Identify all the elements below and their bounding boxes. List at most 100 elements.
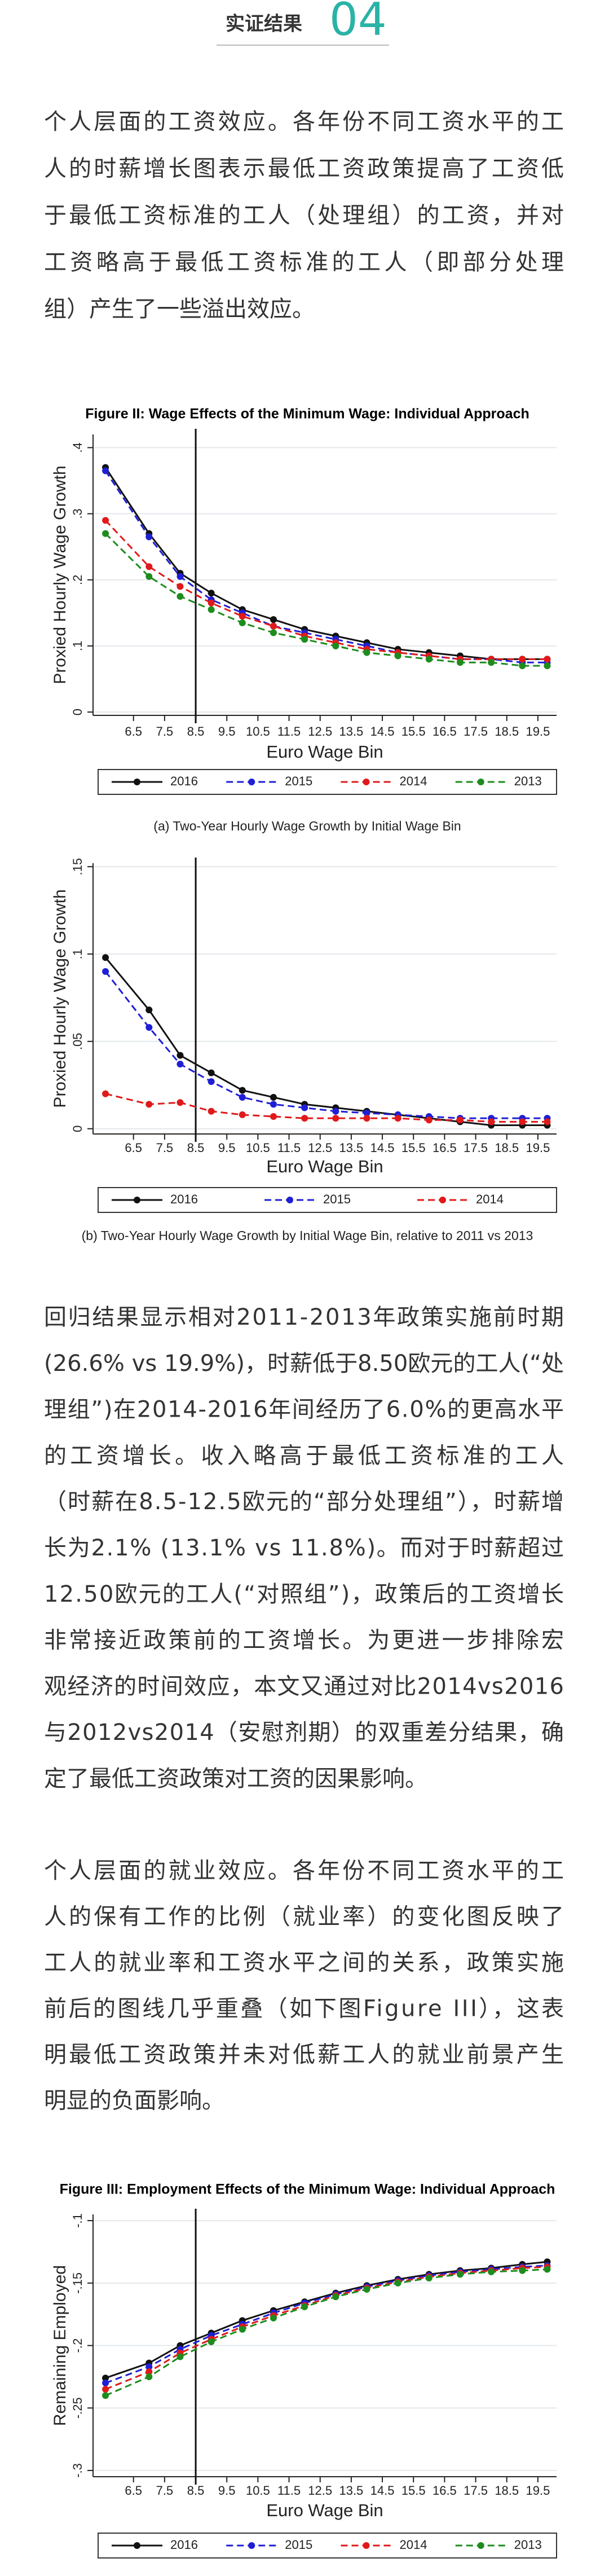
data-point [145,533,153,540]
data-point [102,2392,109,2399]
x-tick-label: 19.5 [526,724,550,738]
data-point [394,1115,401,1122]
data-point [145,1006,153,1014]
x-tick-label: 7.5 [156,724,174,738]
paragraph-line: 人的保有工作的比例（就业率）的变化图反映了 [44,1904,564,1930]
data-point [456,2271,464,2278]
y-axis-label: Proxied Hourly Wage Growth [51,889,69,1107]
y-tick-label: .4 [70,442,85,452]
data-point [425,1116,433,1124]
data-point [301,636,308,643]
x-tick-label: 16.5 [433,1141,457,1155]
x-tick-label: 14.5 [370,2483,395,2498]
data-point [208,606,215,613]
legend-label: 2013 [514,774,542,788]
data-point [239,1093,246,1101]
legend-label: 2016 [170,1192,198,1206]
paragraph-line: 观经济的时间效应，本文又通过对比2014vs2016 [44,1673,564,1699]
x-tick-label: 17.5 [464,2483,488,2498]
paragraph-line: 人的时薪增长图表示最低工资政策提高了工资低 [44,156,564,182]
data-point [145,573,153,580]
paragraph-line: 组）产生了一些溢出效应。 [44,296,315,322]
data-point [176,573,184,580]
series-line [104,470,548,663]
paragraph-line: 个人层面的就业效应。各年份不同工资水平的工 [44,1858,564,1884]
legend-label: 2013 [514,2538,542,2552]
data-point [176,593,184,600]
series-line [105,1093,548,1123]
data-point [301,1115,308,1122]
legend-marker [286,1197,293,1203]
x-tick-label: 15.5 [401,724,426,738]
data-point [332,1107,339,1115]
data-point [102,2386,109,2393]
y-tick-label: -.15 [70,2272,85,2294]
paragraph-line: 非常接近政策前的工资增长。为更进一步排除宏 [44,1628,564,1654]
data-point [270,2314,277,2322]
legend-label: 2016 [170,774,198,788]
data-point [363,2285,370,2293]
data-point [270,1093,277,1101]
data-point [363,1109,370,1116]
x-tick-label: 8.5 [187,724,205,738]
y-tick-label: .2 [70,575,85,585]
chart-caption: (b) Two-Year Hourly Wage Growth by Initi… [82,1228,533,1243]
x-tick-label: 11.5 [277,724,301,738]
x-tick-label: 11.5 [277,2483,301,2498]
data-point [102,2375,109,2382]
x-tick-label: 9.5 [218,724,236,738]
x-tick-label: 15.5 [401,2483,426,2498]
x-tick-label: 9.5 [218,1141,236,1155]
data-point [270,629,277,636]
data-point [332,1115,339,1122]
y-axis-label: Proxied Hourly Wage Growth [51,465,69,684]
header-number: 04 [329,0,387,46]
data-point [332,2293,339,2301]
data-point [488,1118,495,1126]
x-tick-label: 8.5 [187,1141,205,1155]
data-point [239,2326,246,2333]
x-tick-label: 10.5 [246,2483,270,2498]
data-point [332,642,339,649]
paragraph-line: 工人的就业率和工资水平之间的关系，政策实施 [44,1950,564,1976]
y-tick-label: -.25 [70,2397,85,2419]
data-point [102,2379,109,2386]
legend-marker [477,779,484,785]
legend-marker [248,779,255,785]
data-point [239,1087,246,1094]
x-tick-label: 6.5 [125,724,142,738]
data-point [208,590,215,597]
paragraph-line: 长为2.1% (13.1% vs 11.8%)。而对于时薪超过 [44,1535,564,1561]
x-tick-label: 10.5 [246,1141,270,1155]
x-tick-label: 12.5 [308,724,332,738]
legend-label: 2015 [285,2538,312,2552]
legend-marker [134,779,140,785]
data-point [208,2338,215,2345]
data-point [145,563,153,570]
data-point [208,1078,215,1085]
paragraph-line: 与2012vs2014（安慰剂期）的双重差分结果，确 [44,1720,564,1746]
y-tick-label: -.1 [70,2213,85,2228]
x-tick-label: 13.5 [339,2483,363,2498]
data-point [363,649,370,656]
x-tick-label: 19.5 [526,1141,550,1155]
data-point [544,656,551,663]
paragraph-line: 明最低工资政策并未对低薪工人的就业前景产生 [44,2042,564,2068]
y-tick-label: .3 [70,508,85,518]
legend-label: 2015 [323,1192,351,1206]
legend-marker [134,1197,140,1203]
data-point [102,968,109,975]
data-point [102,530,109,537]
data-point [544,662,551,670]
data-point [519,662,526,670]
data-point [519,1118,526,1126]
y-axis-label: Remaining Employed [51,2265,69,2426]
data-point [145,1101,153,1108]
paragraph-line: 前后的图线几乎重叠（如下图Figure III），这表 [44,1996,564,2022]
data-point [301,2303,308,2310]
legend-label: 2016 [170,2538,198,2552]
data-point [239,1111,246,1118]
data-point [239,619,246,626]
paragraph-line: 个人层面的工资效应。各年份不同工资水平的工 [44,109,564,135]
